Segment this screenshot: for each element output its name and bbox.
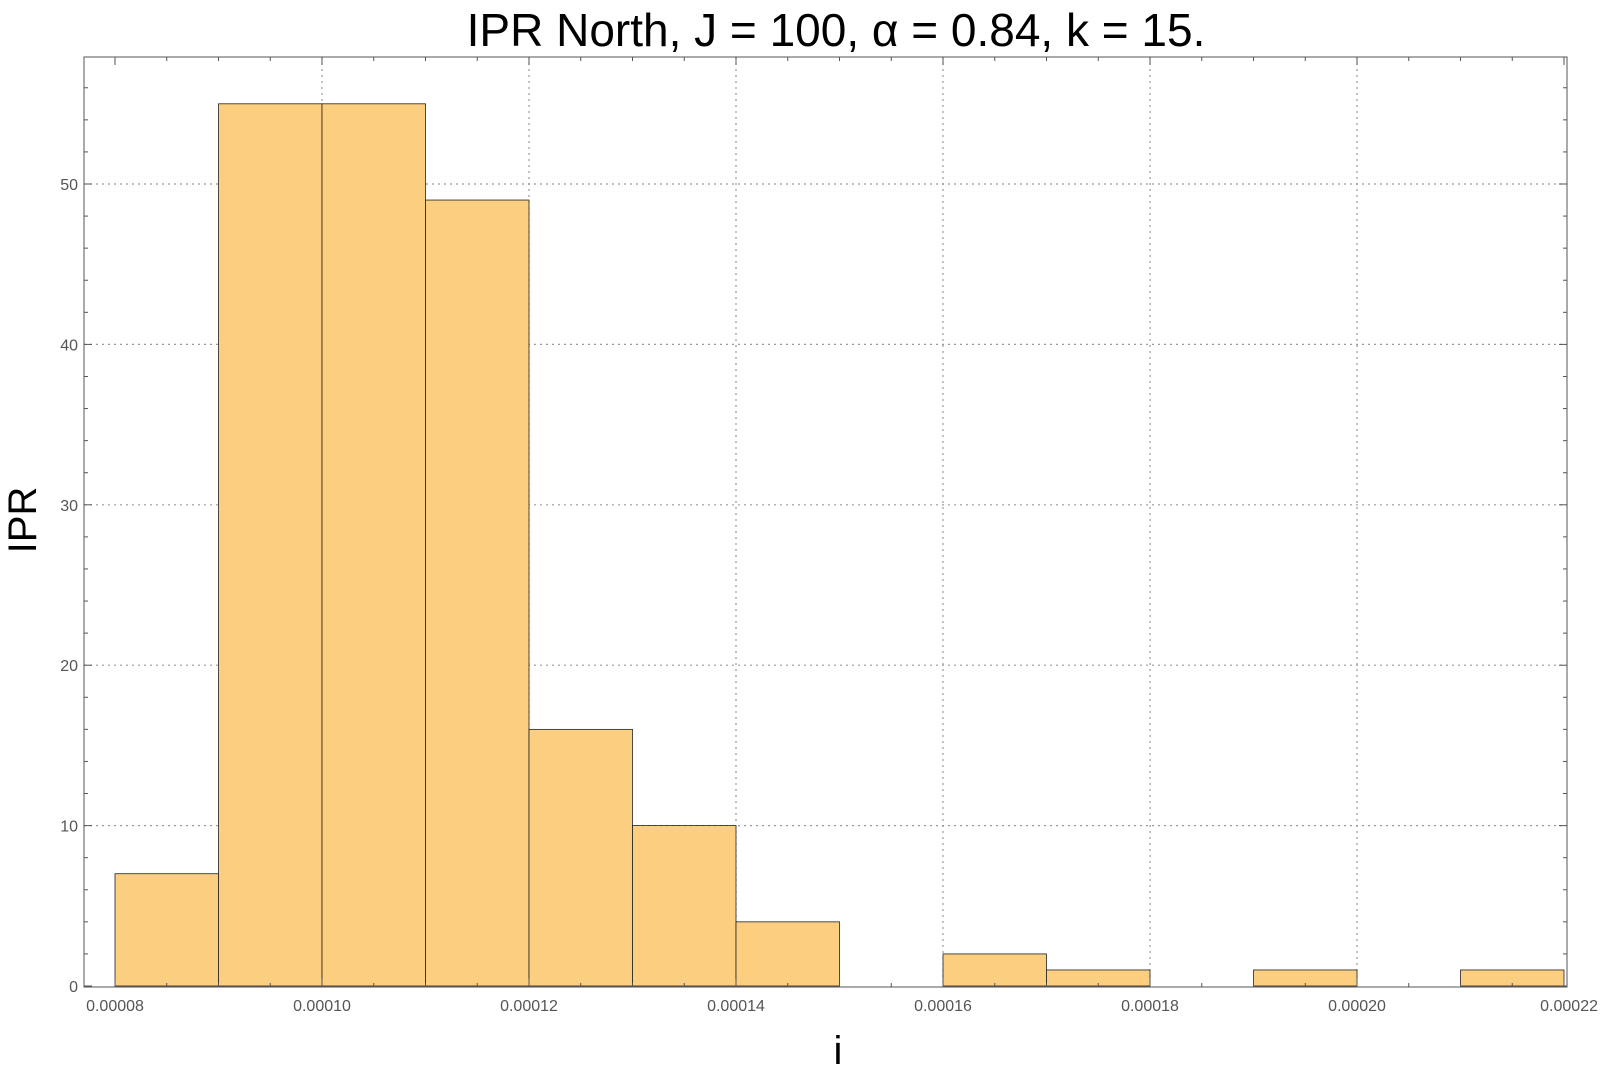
bars [114, 103, 1565, 987]
chart-title: IPR North, J = 100, α = 0.84, k = 15. [467, 4, 1206, 56]
x-tick-label: 0.00010 [293, 998, 351, 1015]
x-tick-label: 0.00014 [707, 998, 765, 1015]
x-tick-label: 0.00022 [1540, 998, 1598, 1015]
x-tick-label: 0.00018 [1121, 998, 1179, 1015]
y-tick-label: 0 [69, 979, 78, 996]
y-tick-labels: 0 10 20 30 40 50 [60, 177, 78, 996]
x-tick-label: 0.00020 [1328, 998, 1386, 1015]
histogram-bar [735, 921, 840, 987]
y-tick-label: 30 [60, 498, 78, 515]
histogram-bar [321, 103, 426, 987]
histogram-bar [632, 825, 737, 987]
plot-frame [83, 56, 1568, 988]
histogram-bar [218, 103, 323, 987]
x-tick-label: 0.00012 [500, 998, 558, 1015]
histogram-bar [114, 873, 219, 987]
histogram-bar [528, 728, 633, 987]
x-axis-label: i [834, 1029, 843, 1073]
y-tick-label: 40 [60, 337, 78, 354]
y-axis-label: IPR [1, 487, 45, 554]
histogram-bar [425, 199, 530, 987]
x-tick-label: 0.00008 [86, 998, 144, 1015]
x-tick-labels: 0.00008 0.00010 0.00012 0.00014 0.00016 0.000… [86, 998, 1598, 1015]
y-tick-label: 10 [60, 819, 78, 836]
y-tick-label: 50 [60, 177, 78, 194]
ticks [84, 57, 1567, 987]
histogram-bar [942, 953, 1047, 987]
x-tick-label: 0.00016 [914, 998, 972, 1015]
y-tick-label: 20 [60, 658, 78, 675]
